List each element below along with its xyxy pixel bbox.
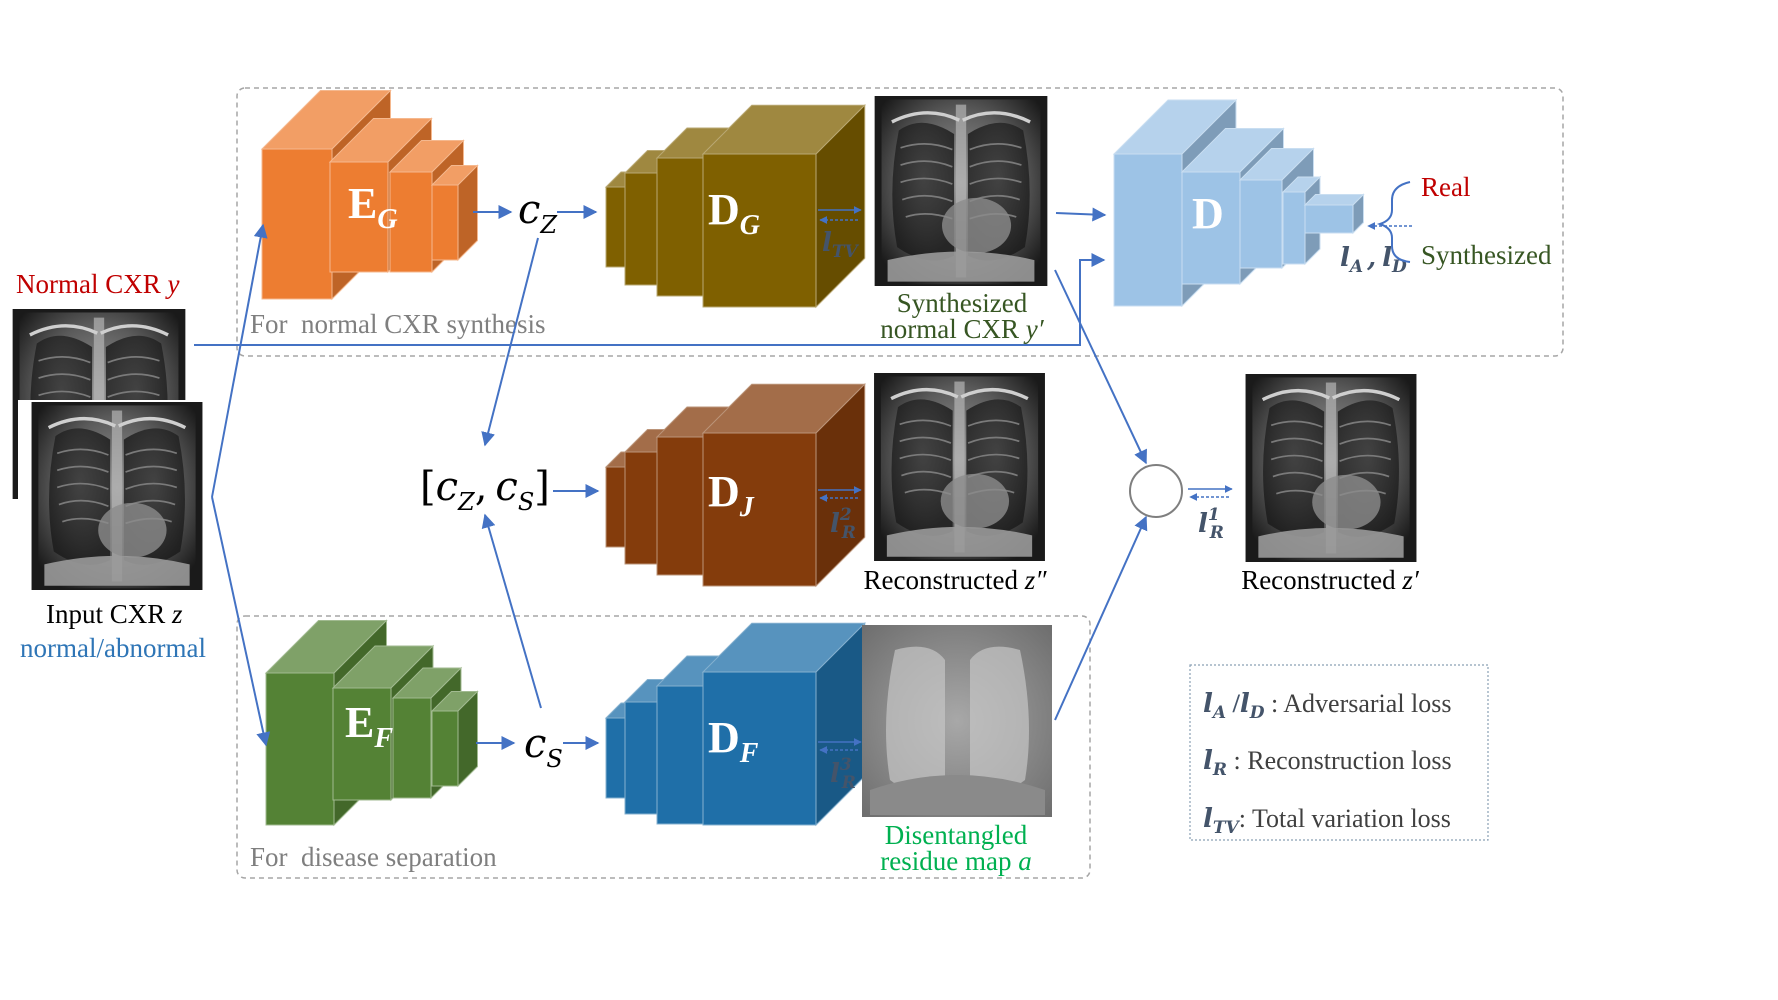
legend-item: lA /lD : Adversarial loss [1203,689,1452,723]
discriminator-layer-5 [1303,193,1365,235]
concat-label: [cZ, cS] [420,464,550,516]
ef-label: EF [345,698,393,754]
lr2-label: l2 R [830,505,856,543]
lr3-label: l3 R [830,755,856,793]
synthesized-cxr-label-2: normal CXR y′ [880,314,1044,344]
flow-arrows [194,205,1148,750]
synthesized-cxr-label: Synthesized [897,288,1028,318]
lad-label: lA, lD [1340,243,1407,277]
dg-label: DG [708,185,760,241]
decoder-g-layer-4 [701,104,866,309]
residue-map-image [862,625,1052,817]
residue-map-label-2: residue map a [880,846,1031,876]
legend: lA /lD : Adversarial loss lR : Reconstruc… [1203,689,1452,838]
df-label: DF [708,713,759,769]
normal-cxr-label: Normal CXR y [16,269,180,299]
synthesized-label: Synthesized [1421,240,1552,270]
dj-label: DJ [708,467,755,523]
cs-label: cS [524,721,563,773]
discriminator-layer-4 [1281,175,1322,266]
encoder-g-layer-4 [430,164,479,262]
decoder-j-layer-4 [701,383,866,588]
reconstructed-z2-image [872,373,1047,561]
eg-label: EG [348,179,398,235]
d-label: D [1192,189,1224,238]
real-label: Real [1421,172,1470,202]
synthesis-group-frame [236,87,1564,357]
encoder-f-layer-4 [430,690,479,788]
separation-group-label: For disease separation [250,842,497,872]
cz-label: cZ [518,187,558,239]
synthesis-group-label: For normal CXR synthesis [250,309,546,339]
discriminator-brace [1376,181,1411,263]
reconstructed-z2-label: Reconstructed z″ [864,565,1048,595]
lr1-label: l1 R [1198,505,1224,543]
residue-map-label: Disentangled [885,820,1028,850]
legend-box [1189,664,1489,841]
reconstructed-z1-image [1243,374,1419,562]
input-cxr-image [18,400,214,592]
ltv-label: lTV [822,228,860,262]
reconstructed-z1-label: Reconstructed z′ [1241,565,1420,595]
legend-item: lTV: Total variation loss [1203,804,1451,838]
loss-arrows [818,206,1412,754]
input-cxr-sublabel: normal/abnormal [20,633,206,663]
input-cxr-label: Input CXR z [46,599,183,629]
decoder-f-layer-4 [701,622,866,827]
separation-group-frame [236,615,1091,879]
synthesized-cxr-image [872,96,1050,286]
combine-node [1129,464,1183,518]
legend-item: lR : Reconstruction loss [1203,746,1452,780]
